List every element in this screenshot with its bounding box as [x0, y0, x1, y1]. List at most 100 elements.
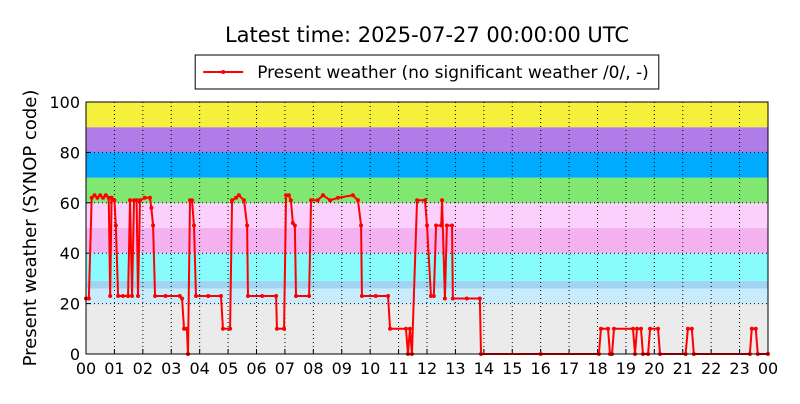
data-point	[236, 193, 241, 198]
legend-marker	[221, 70, 226, 74]
data-point	[439, 223, 444, 228]
data-point	[120, 294, 125, 299]
data-point	[293, 294, 298, 299]
data-point	[137, 198, 142, 203]
x-tick-label: 07	[275, 359, 295, 378]
data-point	[407, 326, 412, 331]
data-point	[656, 326, 661, 331]
x-tick-label: 00	[76, 359, 96, 378]
data-point	[434, 223, 439, 228]
y-tick-label: 40	[60, 244, 80, 263]
background-band	[86, 253, 768, 281]
data-point	[126, 294, 131, 299]
data-point	[108, 294, 113, 299]
x-tick-label: 21	[673, 359, 693, 378]
data-point	[218, 294, 223, 299]
data-point	[245, 294, 250, 299]
data-point	[425, 223, 429, 228]
data-point	[611, 326, 616, 331]
data-point	[598, 326, 603, 331]
background-band	[86, 288, 768, 304]
data-point	[359, 223, 364, 228]
data-point	[606, 326, 611, 331]
data-point	[428, 294, 433, 299]
x-tick-label: 20	[644, 359, 664, 378]
data-point	[241, 198, 246, 203]
data-point	[147, 195, 152, 200]
x-tick-label: 13	[445, 359, 465, 378]
data-point	[444, 223, 449, 228]
data-point	[320, 193, 325, 198]
data-point	[86, 296, 91, 301]
y-tick-label: 0	[70, 345, 80, 364]
x-tick-label: 17	[559, 359, 579, 378]
y-tick-label: 100	[49, 93, 80, 112]
x-tick-label: 16	[530, 359, 550, 378]
chart-title: Latest time: 2025-07-27 00:00:00 UTC	[225, 23, 629, 47]
data-point	[431, 294, 436, 299]
data-point	[193, 294, 198, 299]
x-tick-label: 11	[388, 359, 408, 378]
data-point	[142, 195, 147, 200]
data-point	[350, 193, 355, 198]
x-tick-label: 02	[133, 359, 153, 378]
data-point	[163, 294, 168, 299]
background-band	[86, 152, 768, 178]
data-point	[442, 296, 447, 301]
data-point	[101, 195, 106, 200]
data-point	[328, 198, 333, 203]
data-point	[685, 326, 690, 331]
data-point	[648, 326, 653, 331]
data-point	[112, 198, 117, 203]
data-point	[136, 294, 141, 299]
data-point	[286, 193, 291, 198]
data-point	[415, 198, 420, 203]
data-point	[315, 198, 320, 203]
x-tick-label: 08	[303, 359, 323, 378]
data-point	[109, 195, 114, 200]
data-point	[638, 326, 643, 331]
data-point	[228, 326, 233, 331]
data-point	[116, 294, 121, 299]
x-tick-label: 00	[758, 359, 778, 378]
data-point	[180, 296, 185, 301]
data-point	[153, 294, 158, 299]
data-point	[464, 296, 469, 301]
x-tick-label: 18	[587, 359, 607, 378]
x-tick-label: 15	[502, 359, 522, 378]
data-point	[149, 205, 154, 210]
y-axis-label: Present weather (SYNOP code)	[20, 90, 41, 367]
x-tick-label: 12	[417, 359, 437, 378]
data-point	[403, 326, 408, 331]
data-point	[373, 294, 378, 299]
background-band	[86, 127, 768, 153]
data-point	[95, 195, 100, 200]
data-point	[388, 326, 393, 331]
x-tick-label: 05	[218, 359, 238, 378]
data-point	[182, 326, 187, 331]
data-point	[359, 294, 364, 299]
data-point	[292, 223, 297, 228]
data-point	[92, 193, 97, 198]
data-point	[128, 198, 133, 203]
data-point	[220, 326, 225, 331]
legend: Present weather (no significant weather …	[194, 54, 660, 90]
data-point	[450, 223, 455, 228]
data-point	[260, 294, 265, 299]
data-point	[753, 326, 758, 331]
data-point	[440, 198, 445, 203]
data-point	[336, 195, 341, 200]
data-point	[191, 223, 196, 228]
data-point	[206, 294, 211, 299]
data-point	[355, 198, 360, 203]
data-point	[282, 326, 287, 331]
data-point	[284, 193, 289, 198]
legend-box	[194, 54, 660, 90]
data-point	[423, 198, 428, 203]
x-tick-label: 10	[360, 359, 380, 378]
data-point	[274, 294, 279, 299]
background-band	[86, 280, 768, 289]
data-point	[288, 198, 293, 203]
data-point	[749, 326, 754, 331]
